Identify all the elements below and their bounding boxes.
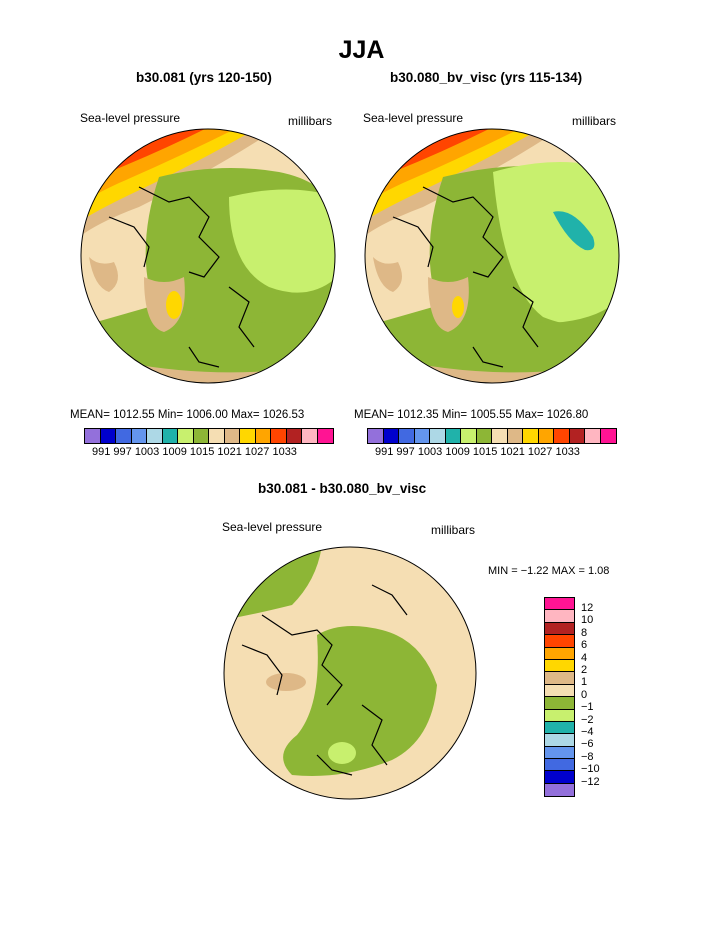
- diff-colorbar-swatch: [545, 598, 574, 611]
- panel1-colorbar: [84, 428, 334, 444]
- colorbar-swatch: [461, 429, 477, 443]
- colorbar-swatch: [116, 429, 132, 443]
- panel1-colorbar-labels: 991 997 1003 1009 1015 1021 1027 1033: [92, 446, 297, 458]
- diff-colorbar-label: −2: [581, 713, 594, 726]
- diff-colorbar: [544, 597, 575, 798]
- colorbar-swatch: [209, 429, 225, 443]
- panel2-stats: MEAN= 1012.35 Min= 1005.55 Max= 1026.80: [354, 409, 589, 421]
- panel1-field-label: Sea-level pressure: [80, 111, 181, 125]
- diff-colorbar-label: 1: [581, 676, 588, 689]
- diff-colorbar-swatch: [545, 635, 574, 648]
- diff-title: b30.081 - b30.080_bv_visc: [258, 481, 427, 496]
- diff-colorbar-label: −1: [581, 701, 594, 714]
- diff-colorbar-label: 0: [581, 688, 588, 701]
- diff-colorbar-label: −6: [581, 738, 594, 751]
- colorbar-swatch: [600, 429, 616, 443]
- colorbar-swatch: [286, 429, 302, 443]
- diff-colorbar-label: 10: [581, 614, 594, 627]
- diff-colorbar-label: −12: [581, 775, 600, 788]
- diff-colorbar-swatch: [545, 697, 574, 710]
- colorbar-swatch: [507, 429, 523, 443]
- colorbar-swatch: [538, 429, 554, 443]
- colorbar-swatch: [240, 429, 256, 443]
- diff-colorbar-label: 2: [581, 664, 588, 676]
- panel2-title: b30.080_bv_visc (yrs 115-134): [390, 70, 583, 85]
- colorbar-swatch: [85, 429, 101, 443]
- colorbar-swatch: [523, 429, 539, 443]
- panel1-units: millibars: [288, 114, 333, 128]
- diff-colorbar-swatch: [545, 771, 574, 784]
- panel2-map: [364, 128, 620, 384]
- colorbar-swatch: [302, 429, 318, 443]
- diff-colorbar-label: 12: [581, 602, 594, 614]
- diff-colorbar-swatch: [545, 721, 574, 735]
- colorbar-swatch: [492, 429, 508, 443]
- diff-colorbar-swatch: [545, 610, 574, 623]
- panel1-map: [80, 128, 336, 384]
- diff-units: millibars: [431, 523, 476, 537]
- diff-colorbar-label: 4: [581, 651, 588, 664]
- panel2-colorbar: [367, 428, 617, 444]
- colorbar-swatch: [430, 429, 446, 443]
- colorbar-swatch: [162, 429, 178, 443]
- colorbar-swatch: [317, 429, 333, 443]
- colorbar-swatch: [368, 429, 384, 443]
- colorbar-swatch: [399, 429, 415, 443]
- diff-colorbar-swatch: [545, 709, 574, 722]
- diff-colorbar-swatch: [545, 759, 574, 772]
- diff-colorbar-swatch: [545, 684, 574, 698]
- diff-colorbar-swatch: [545, 746, 574, 760]
- diff-stats: MIN = −1.22 MAX = 1.08: [488, 565, 610, 577]
- diff-field-label: Sea-level pressure: [222, 520, 323, 534]
- diff-colorbar-label: −4: [581, 726, 594, 738]
- colorbar-swatch: [569, 429, 585, 443]
- colorbar-swatch: [147, 429, 163, 443]
- diff-colorbar-swatch: [545, 672, 574, 685]
- panel1-stats: MEAN= 1012.55 Min= 1006.00 Max= 1026.53: [70, 409, 305, 421]
- main-title: JJA: [338, 36, 385, 64]
- panel2-units: millibars: [572, 114, 617, 128]
- diff-colorbar-label: 6: [581, 639, 588, 652]
- colorbar-swatch: [178, 429, 194, 443]
- diff-map: [223, 546, 477, 800]
- panel1-title: b30.081 (yrs 120-150): [136, 70, 272, 85]
- colorbar-swatch: [193, 429, 209, 443]
- diff-colorbar-label: −10: [581, 763, 600, 776]
- colorbar-swatch: [255, 429, 271, 443]
- colorbar-swatch: [224, 429, 240, 443]
- colorbar-swatch: [445, 429, 461, 443]
- colorbar-swatch: [383, 429, 399, 443]
- panel2-colorbar-labels: 991 997 1003 1009 1015 1021 1027 1033: [375, 446, 580, 458]
- diff-colorbar-label: −8: [581, 750, 594, 763]
- colorbar-swatch: [585, 429, 601, 443]
- colorbar-swatch: [554, 429, 570, 443]
- diff-colorbar-swatch: [545, 647, 574, 660]
- diff-colorbar-swatch: [545, 659, 574, 673]
- colorbar-swatch: [414, 429, 430, 443]
- colorbar-swatch: [271, 429, 287, 443]
- diff-colorbar-label: 8: [581, 626, 588, 639]
- diff-colorbar-swatch: [545, 734, 574, 747]
- colorbar-swatch: [476, 429, 492, 443]
- colorbar-swatch: [131, 429, 147, 443]
- diff-colorbar-swatch: [545, 622, 574, 636]
- colorbar-swatch: [100, 429, 116, 443]
- panel2-field-label: Sea-level pressure: [363, 111, 464, 125]
- diff-colorbar-swatch: [545, 783, 574, 797]
